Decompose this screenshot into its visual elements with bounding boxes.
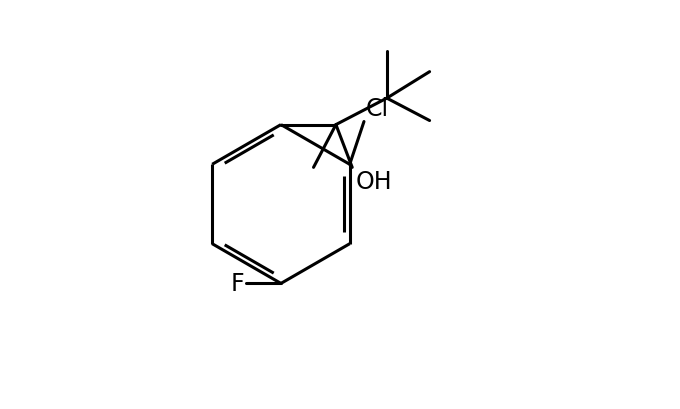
- Text: Cl: Cl: [366, 96, 389, 120]
- Text: OH: OH: [356, 170, 392, 194]
- Text: F: F: [231, 272, 244, 296]
